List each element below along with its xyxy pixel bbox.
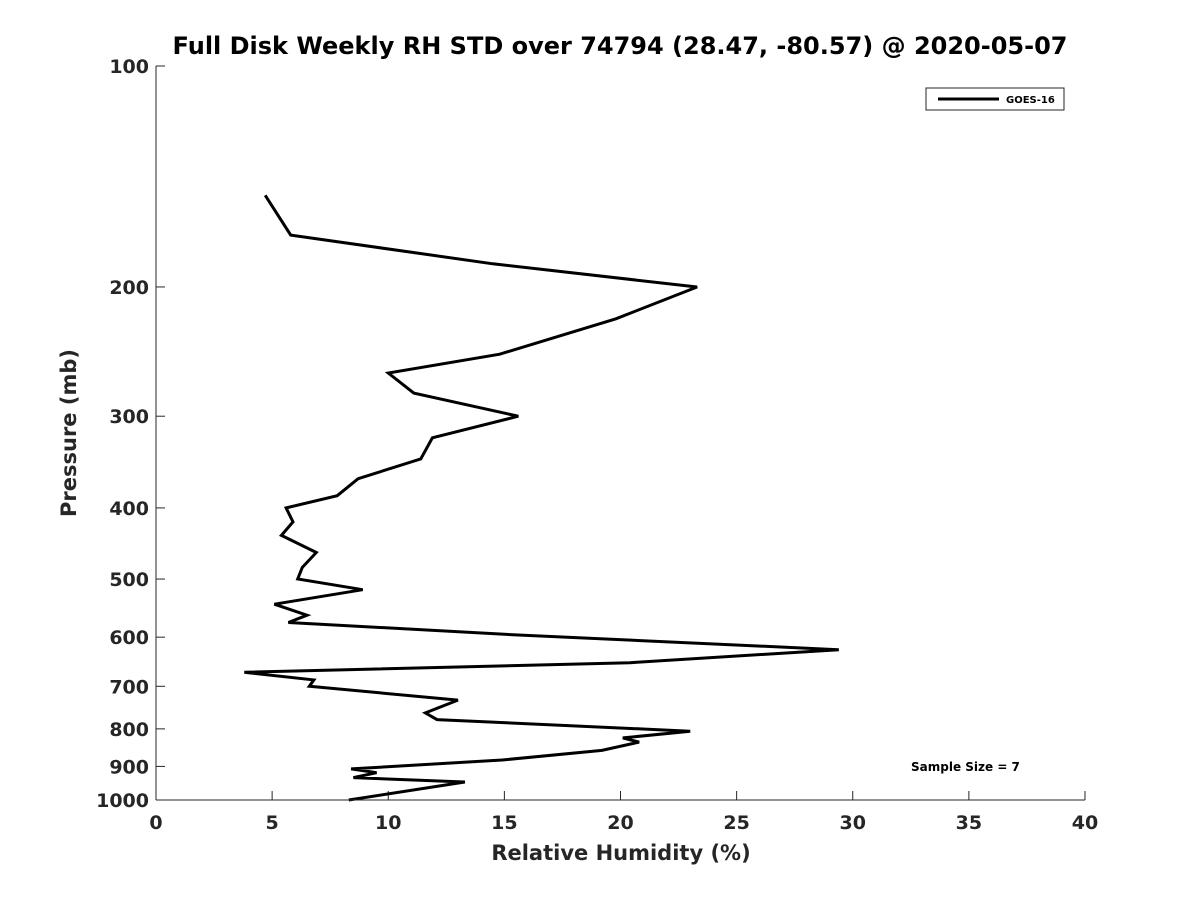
plot-axes [155, 66, 1085, 801]
x-tick-label: 20 [607, 812, 633, 834]
sample-size-annotation: Sample Size = 7 [911, 760, 1020, 774]
x-tick-label: 10 [375, 812, 401, 834]
y-tick-label: 200 [109, 277, 149, 299]
x-tick-label: 0 [149, 812, 162, 834]
chart-title: Full Disk Weekly RH STD over 74794 (28.4… [173, 32, 1068, 60]
x-tick-label: 15 [491, 812, 517, 834]
x-tick-label: 30 [840, 812, 866, 834]
y-tick-label: 500 [109, 569, 149, 591]
y-axis-title: Pressure (mb) [57, 349, 81, 517]
y-tick-label: 300 [109, 406, 149, 428]
x-tick-label: 25 [723, 812, 749, 834]
x-tick-label: 40 [1072, 812, 1098, 834]
x-tick-label: 5 [266, 812, 279, 834]
y-tick-label: 900 [109, 756, 149, 778]
series-line-goes16 [244, 194, 839, 802]
y-tick-label: 700 [109, 676, 149, 698]
legend: GOES-16 [925, 87, 1065, 111]
x-axis-ticks: 0 5 10 15 20 25 30 35 40 [149, 791, 1098, 834]
x-axis-title: Relative Humidity (%) [491, 841, 750, 865]
y-tick-label: 400 [109, 498, 149, 520]
legend-label-goes16: GOES-16 [1006, 95, 1055, 106]
y-tick-label: 600 [109, 627, 149, 649]
y-tick-label: 100 [109, 56, 149, 78]
y-axis-ticks: 100 200 300 400 500 600 700 800 900 1000 [96, 56, 165, 812]
y-tick-label: 800 [109, 719, 149, 741]
y-tick-label: 1000 [96, 790, 149, 812]
x-tick-label: 35 [956, 812, 982, 834]
